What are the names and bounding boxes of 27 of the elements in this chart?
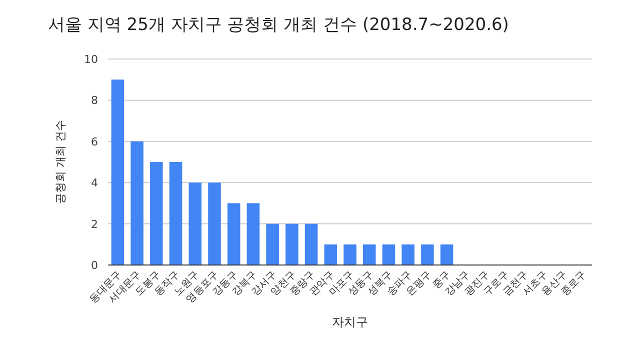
y-tick-label: 6 xyxy=(91,135,98,148)
bar xyxy=(362,244,376,265)
bar xyxy=(382,244,396,265)
bar xyxy=(111,80,124,265)
bar xyxy=(246,203,260,265)
bar xyxy=(188,182,202,265)
y-tick-label: 10 xyxy=(84,53,98,66)
y-tick-label: 0 xyxy=(91,259,98,272)
bar xyxy=(130,141,144,265)
x-axis-title: 자치구 xyxy=(332,315,368,329)
bar xyxy=(402,244,414,265)
y-tick-label: 2 xyxy=(91,218,98,231)
bar xyxy=(266,224,279,265)
y-tick-label: 4 xyxy=(91,176,98,190)
y-tick-label: 8 xyxy=(91,94,98,108)
bar xyxy=(227,203,240,265)
bar xyxy=(169,162,182,265)
bar xyxy=(440,244,454,265)
bar xyxy=(286,224,298,265)
bar xyxy=(150,162,163,265)
chart-title: 서울 지역 25개 자치구 공청회 개최 건수 (2018.7~2020.6) xyxy=(48,15,509,35)
bar xyxy=(344,244,356,265)
bar xyxy=(304,224,318,265)
bar xyxy=(208,182,221,265)
y-axis-title: 공청회 개최 건수 xyxy=(54,120,67,204)
bar xyxy=(324,244,338,265)
bar xyxy=(421,244,434,265)
